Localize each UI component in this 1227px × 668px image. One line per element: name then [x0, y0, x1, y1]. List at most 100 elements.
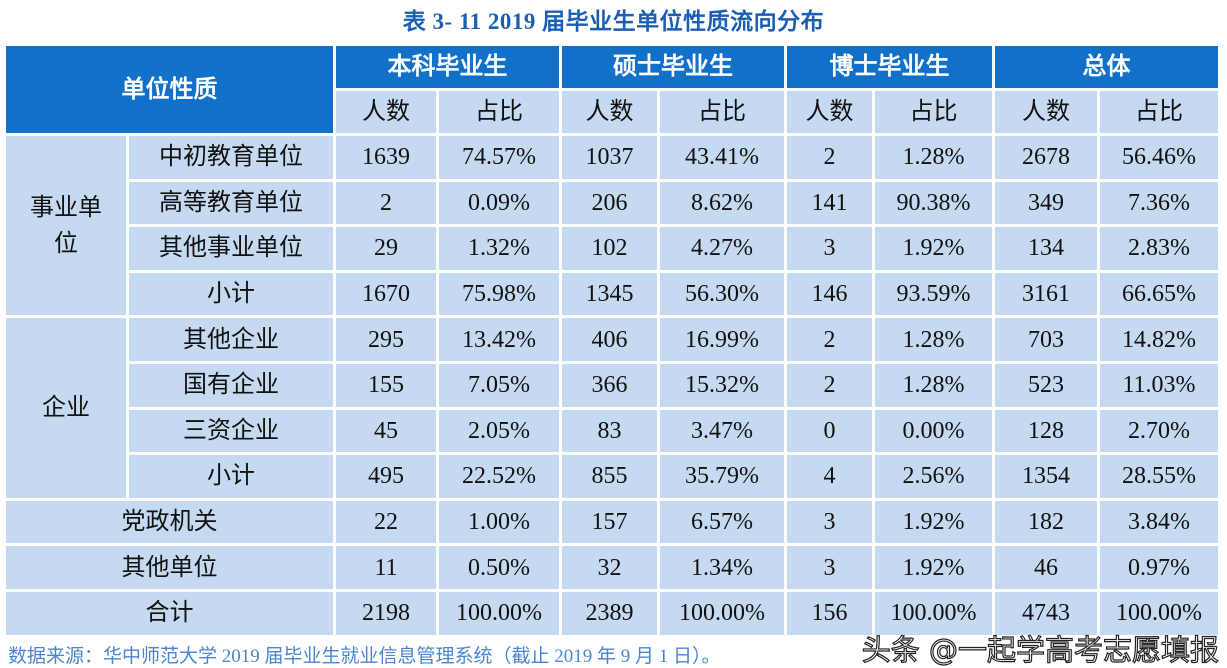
row-label: 其他单位 — [6, 546, 333, 589]
table-cell: 102 — [562, 227, 657, 270]
table-cell: 2 — [787, 136, 872, 179]
table-cell: 22 — [336, 500, 436, 544]
row-label: 小计 — [129, 455, 333, 498]
table-cell: 3.47% — [660, 409, 784, 453]
table-cell: 66.65% — [1100, 272, 1218, 316]
table-cell: 1345 — [562, 272, 657, 316]
group-label: 企业 — [6, 318, 126, 498]
table-cell: 15.32% — [660, 363, 784, 407]
header-group: 博士毕业生 — [787, 46, 992, 88]
table-cell: 366 — [562, 363, 657, 407]
table-cell: 349 — [995, 181, 1097, 225]
header-share: 占比 — [875, 91, 992, 133]
table-cell: 74.57% — [439, 136, 559, 179]
table-cell: 3 — [787, 500, 872, 544]
table-cell: 28.55% — [1100, 455, 1218, 498]
table-cell: 495 — [336, 455, 436, 498]
header-group: 总体 — [995, 46, 1218, 88]
table-cell: 4.27% — [660, 227, 784, 270]
table-cell: 2389 — [562, 591, 657, 635]
table-cell: 46 — [995, 546, 1097, 589]
table-cell: 4 — [787, 455, 872, 498]
header-share: 占比 — [1100, 91, 1218, 133]
table-cell: 134 — [995, 227, 1097, 270]
table-cell: 1.28% — [875, 363, 992, 407]
table-cell: 2.83% — [1100, 227, 1218, 270]
table-cell: 0.50% — [439, 546, 559, 589]
table-cell: 1.92% — [875, 227, 992, 270]
table-cell: 0 — [787, 409, 872, 453]
table-cell: 1037 — [562, 136, 657, 179]
table-cell: 141 — [787, 181, 872, 225]
table-cell: 0.00% — [875, 409, 992, 453]
table-cell: 406 — [562, 318, 657, 361]
table-cell: 157 — [562, 500, 657, 544]
table-cell: 100.00% — [875, 591, 992, 635]
table-cell: 7.36% — [1100, 181, 1218, 225]
header-count: 人数 — [995, 91, 1097, 133]
row-label: 高等教育单位 — [129, 181, 333, 225]
table-cell: 206 — [562, 181, 657, 225]
table-cell: 0.09% — [439, 181, 559, 225]
table-cell: 1.00% — [439, 500, 559, 544]
table-cell: 182 — [995, 500, 1097, 544]
table-cell: 703 — [995, 318, 1097, 361]
header-count: 人数 — [787, 91, 872, 133]
table-cell: 100.00% — [1100, 591, 1218, 635]
table-cell: 14.82% — [1100, 318, 1218, 361]
table-cell: 29 — [336, 227, 436, 270]
row-label: 中初教育单位 — [129, 136, 333, 179]
table-cell: 93.59% — [875, 272, 992, 316]
table-cell: 2 — [336, 181, 436, 225]
table-cell: 56.30% — [660, 272, 784, 316]
table-cell: 75.98% — [439, 272, 559, 316]
table-cell: 2.05% — [439, 409, 559, 453]
table-cell: 1354 — [995, 455, 1097, 498]
table-cell: 1.28% — [875, 318, 992, 361]
table-cell: 1.28% — [875, 136, 992, 179]
table-cell: 4743 — [995, 591, 1097, 635]
table-cell: 35.79% — [660, 455, 784, 498]
table-cell: 1.34% — [660, 546, 784, 589]
watermark: 头条 @一起学高考志愿填报 — [861, 633, 1219, 667]
header-group: 硕士毕业生 — [562, 46, 784, 88]
distribution-table: 单位性质 本科毕业生 人数 占比 硕士毕业生 人数 占比 博士毕业生 人数 占比 总体 人数 占比 事业单… — [6, 46, 1218, 635]
table-cell: 1.92% — [875, 500, 992, 544]
table-cell: 2 — [787, 363, 872, 407]
row-label: 三资企业 — [129, 409, 333, 453]
table-cell: 128 — [995, 409, 1097, 453]
table-cell: 32 — [562, 546, 657, 589]
table-cell: 523 — [995, 363, 1097, 407]
table-cell: 90.38% — [875, 181, 992, 225]
row-label: 国有企业 — [129, 363, 333, 407]
table-cell: 6.57% — [660, 500, 784, 544]
table-cell: 3 — [787, 227, 872, 270]
table-cell: 295 — [336, 318, 436, 361]
table-cell: 7.05% — [439, 363, 559, 407]
table-cell: 11.03% — [1100, 363, 1218, 407]
table-cell: 2.70% — [1100, 409, 1218, 453]
table-title: 表 3- 11 2019 届毕业生单位性质流向分布 — [402, 9, 825, 34]
table-cell: 3 — [787, 546, 872, 589]
row-label: 小计 — [129, 272, 333, 316]
table-cell: 8.62% — [660, 181, 784, 225]
table-cell: 16.99% — [660, 318, 784, 361]
header-count: 人数 — [336, 91, 436, 133]
table-cell: 1670 — [336, 272, 436, 316]
table-cell: 1639 — [336, 136, 436, 179]
table-cell: 2.56% — [875, 455, 992, 498]
table-cell: 3161 — [995, 272, 1097, 316]
table-cell: 146 — [787, 272, 872, 316]
table-cell: 156 — [787, 591, 872, 635]
row-label: 其他企业 — [129, 318, 333, 361]
row-label: 其他事业单位 — [129, 227, 333, 270]
table-cell: 11 — [336, 546, 436, 589]
header-group: 本科毕业生 — [336, 46, 559, 88]
table-cell: 2 — [787, 318, 872, 361]
table-cell: 56.46% — [1100, 136, 1218, 179]
header-category: 单位性质 — [6, 46, 333, 133]
group-label: 事业单位 — [6, 136, 126, 316]
header-count: 人数 — [562, 91, 657, 133]
table-cell: 1.32% — [439, 227, 559, 270]
header-share: 占比 — [660, 91, 784, 133]
